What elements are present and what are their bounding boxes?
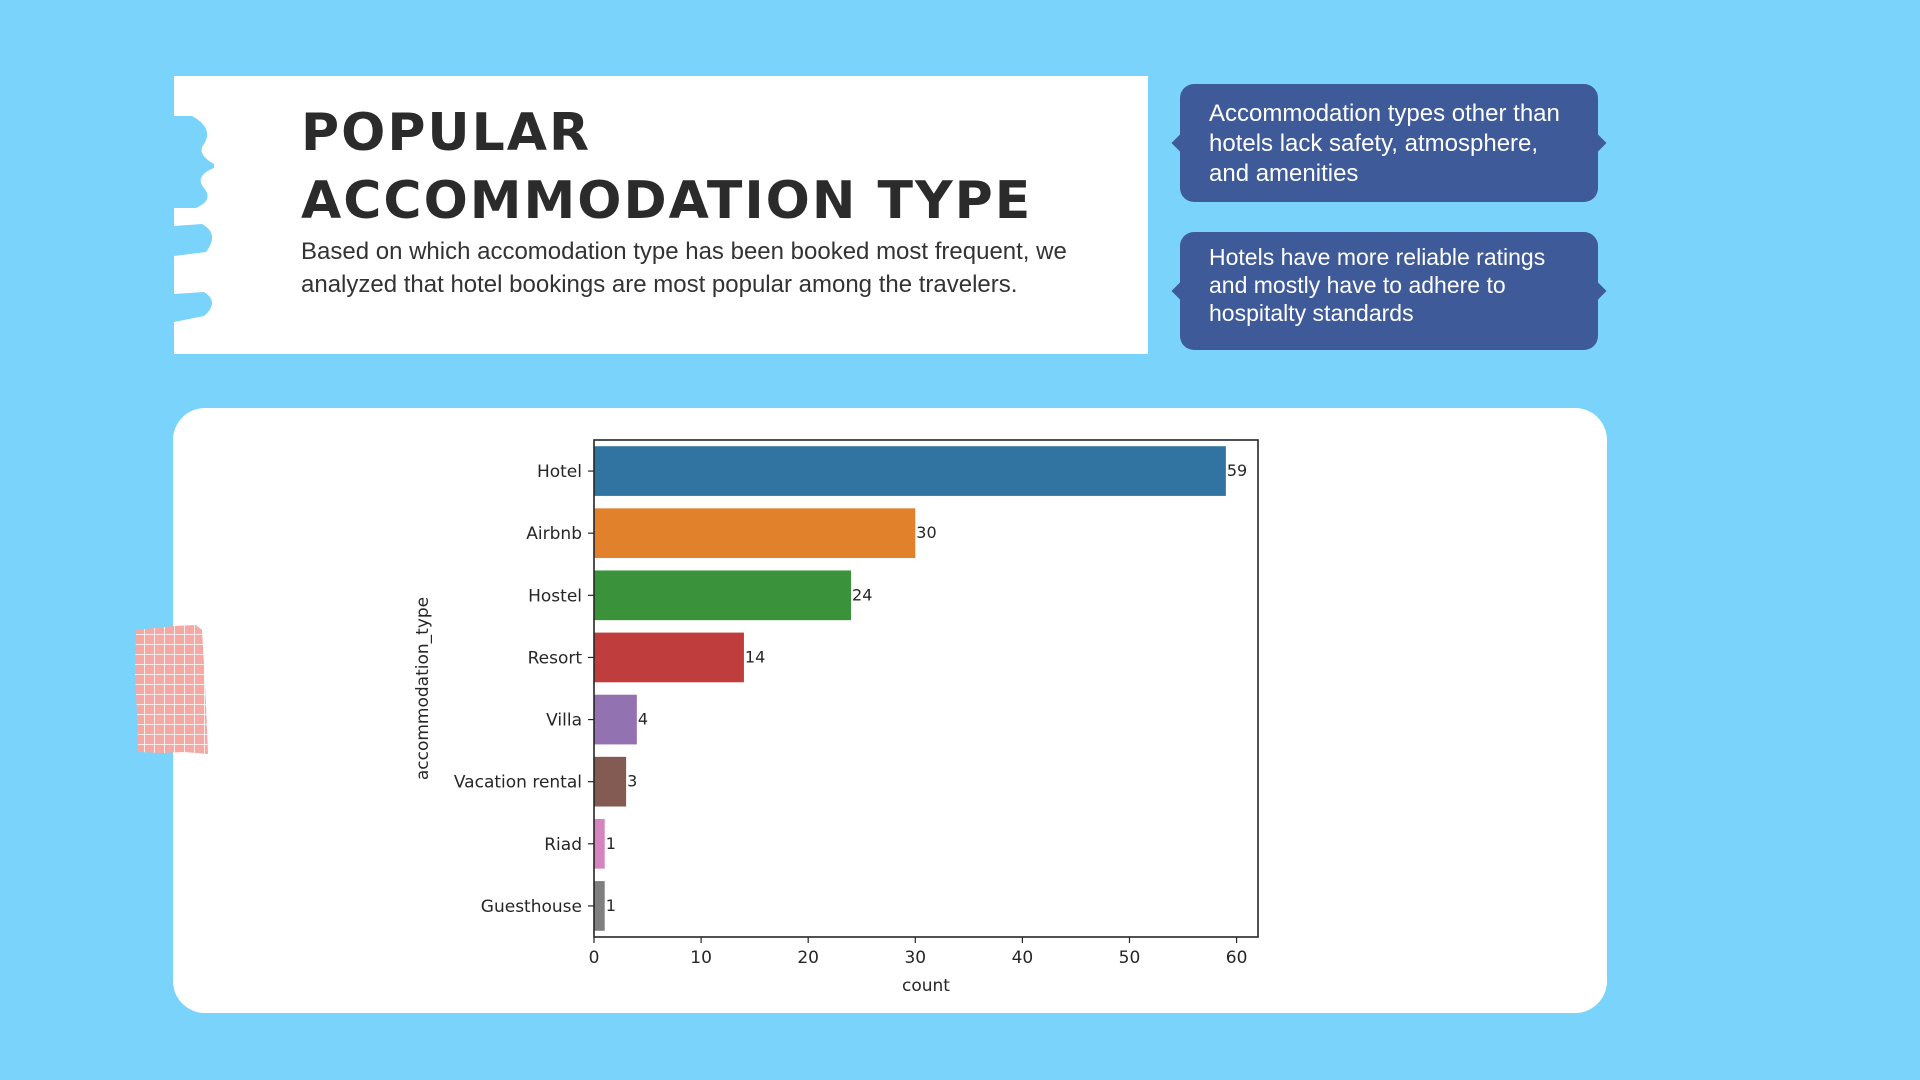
- bar-airbnb: [594, 508, 916, 559]
- bar-hotel: [594, 446, 1226, 496]
- bar-riad: [594, 818, 605, 869]
- bar-chart: 59 Hotel 30 Airbnb 24 Hostel 14 Resort 4 Villa 3 Va…: [413, 439, 1259, 996]
- x-tick-label: 30: [904, 948, 926, 968]
- bar-hostel: [594, 570, 852, 621]
- page-title-line-1: POPULAR: [301, 103, 592, 163]
- x-tick-label: 40: [1012, 948, 1034, 968]
- bar-resort: [594, 632, 744, 683]
- data-label: 3: [627, 772, 637, 791]
- y-tick-label: Hostel: [528, 586, 582, 606]
- data-label: 1: [606, 896, 616, 915]
- x-axis-label: count: [902, 976, 950, 996]
- bar-guesthouse: [594, 881, 605, 931]
- grid-paper-decoration: [135, 625, 208, 754]
- x-tick-label: 0: [589, 948, 600, 968]
- data-label: 14: [745, 647, 765, 666]
- page-title-line-2: ACCOMMODATION TYPE: [301, 171, 1033, 231]
- bar-villa: [594, 694, 637, 745]
- y-tick-label: Hotel: [537, 462, 582, 482]
- y-tick-label: Airbnb: [526, 524, 582, 544]
- data-label: 30: [916, 523, 936, 542]
- plot-frame: [593, 439, 1259, 938]
- data-label: 1: [606, 834, 616, 853]
- data-label: 4: [638, 710, 648, 729]
- x-tick-label: 60: [1226, 948, 1248, 968]
- y-tick-label: Resort: [528, 648, 583, 668]
- page-subtitle: Based on which accomodation type has bee…: [301, 238, 1067, 298]
- y-tick-label: Guesthouse: [481, 897, 582, 917]
- y-axis-label: accommodation_type: [413, 597, 433, 780]
- chart-card: 59 Hotel 30 Airbnb 24 Hostel 14 Resort 4 Villa 3 Va…: [173, 408, 1607, 1013]
- y-tick-label: Riad: [544, 835, 582, 855]
- data-label: 59: [1227, 461, 1247, 480]
- x-tick-label: 50: [1119, 948, 1141, 968]
- title-card: POPULAR ACCOMMODATION TYPE Based on whic…: [174, 76, 1148, 354]
- x-tick-label: 10: [690, 948, 712, 968]
- data-label: 24: [852, 585, 872, 604]
- y-tick-label: Vacation rental: [454, 773, 582, 793]
- y-tick-label: Villa: [546, 711, 582, 731]
- wavy-edge-decoration: [174, 116, 214, 322]
- x-tick-label: 20: [797, 948, 819, 968]
- bar-vacation-rental: [594, 756, 627, 807]
- insight-note-safety: Accommodation types other than hotels la…: [1180, 84, 1598, 202]
- insight-note-ratings: Hotels have more reliable ratings and mo…: [1180, 232, 1598, 350]
